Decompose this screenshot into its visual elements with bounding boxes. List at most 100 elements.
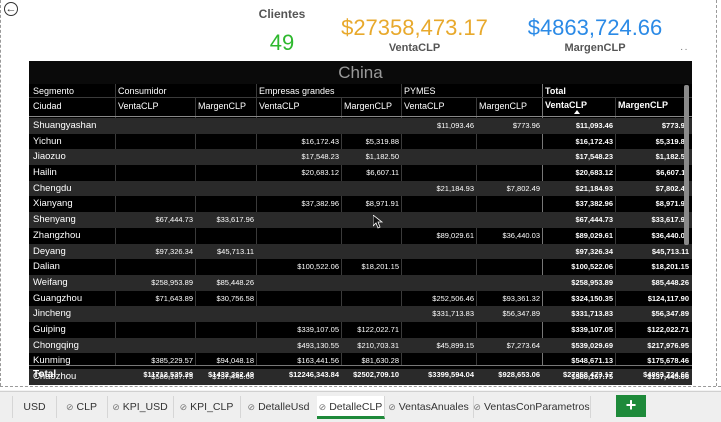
table-row[interactable]: Guiping $339,107.05 $122,022.71 $339,107.05… bbox=[29, 322, 692, 338]
table-cell: $8,971.91 bbox=[655, 199, 689, 209]
table-cell: $17,548.23 bbox=[575, 152, 613, 162]
tab-usd[interactable]: USD bbox=[13, 396, 57, 418]
header-consumidor[interactable]: Consumidor bbox=[118, 86, 167, 96]
header-consumidor-margen[interactable]: MargenCLP bbox=[198, 101, 247, 111]
clientes-value: 49 bbox=[269, 30, 295, 55]
grid-line bbox=[195, 98, 196, 365]
table-cell: $16,172.43 bbox=[575, 136, 613, 146]
total-cell: $2502,709.10 bbox=[353, 370, 399, 379]
table-cell: $20,683.12 bbox=[575, 168, 613, 178]
row-city-label: Guiping bbox=[33, 323, 66, 335]
matrix-table[interactable]: China Segmento Consumidor Empresas grand… bbox=[29, 61, 692, 385]
table-cell: $6,607.11 bbox=[656, 168, 689, 178]
header-empresas-venta[interactable]: VentaCLP bbox=[259, 101, 300, 111]
row-city-label: Chengdu bbox=[33, 182, 72, 194]
tab-kpi_clp[interactable]: ⊘ KPI_CLP bbox=[173, 396, 241, 418]
sort-descending-icon[interactable] bbox=[574, 110, 580, 114]
header-total-margen[interactable]: MargenCLP bbox=[618, 100, 669, 110]
table-cell: $122,022.71 bbox=[647, 324, 689, 334]
table-cell: $252,506.46 bbox=[432, 293, 474, 303]
table-cell: $45,713.11 bbox=[651, 246, 689, 256]
table-row[interactable]: Hailin $20,683.12 $6,607.11 $20,683.12 $6,60… bbox=[29, 165, 692, 181]
table-cell: $773.96 bbox=[661, 121, 689, 130]
grid-line bbox=[476, 98, 477, 365]
add-page-button[interactable]: + bbox=[616, 395, 646, 417]
header-segmento: Segmento bbox=[33, 86, 75, 96]
table-row[interactable]: Jincheng $331,713.83 $56,347.89 $331,713.83… bbox=[29, 306, 692, 322]
table-cell: $331,713.83 bbox=[432, 309, 474, 319]
header-pymes[interactable]: PYMES bbox=[404, 86, 436, 96]
header-empresas-margen[interactable]: MargenCLP bbox=[344, 101, 393, 111]
table-cell: $81,630.28 bbox=[361, 356, 399, 366]
table-cell: $580,167.75 bbox=[151, 372, 193, 381]
header-ciudad[interactable]: Ciudad bbox=[33, 101, 62, 111]
header-total[interactable]: Total bbox=[545, 86, 566, 96]
tab-detalleusd[interactable]: ⊘ DetalleUsd bbox=[240, 396, 318, 418]
table-cell: $30,756.58 bbox=[216, 293, 254, 303]
table-row[interactable]: Chaozhou $580,167.75 $137,445.66 $580,167.7… bbox=[29, 369, 692, 385]
table-row[interactable]: Kunming $385,229.57 $94,048.18 $163,441.56 $… bbox=[29, 353, 692, 369]
table-cell: $773.96 bbox=[512, 121, 540, 130]
row-city-label: Shuangyashan bbox=[33, 120, 97, 131]
header-pymes-venta[interactable]: VentaCLP bbox=[404, 101, 445, 111]
margen-clp-value: $4863,724.66 bbox=[527, 15, 663, 40]
table-row[interactable]: Zhangzhou $89,029.61 $36,440.03 $89,029.61 $… bbox=[29, 228, 692, 244]
total-cell: $928,653.06 bbox=[498, 370, 540, 379]
table-cell: $56,347.89 bbox=[651, 309, 689, 319]
table-cell: $16,172.43 bbox=[301, 136, 339, 146]
visual-options-icon[interactable]: ·· bbox=[680, 44, 689, 55]
row-city-label: Shenyang bbox=[33, 214, 76, 226]
table-cell: $36,440.03 bbox=[651, 230, 689, 240]
canvas-border-left bbox=[0, 0, 1, 386]
table-row[interactable]: Weifang $258,953.89 $85,448.26 $258,953.89 $… bbox=[29, 274, 692, 291]
matrix-scrollbar[interactable] bbox=[684, 85, 689, 245]
hidden-eye-icon: ⊘ bbox=[112, 402, 120, 412]
table-row[interactable]: Deyang $97,326.34 $45,713.11 $97,326.34 $45,… bbox=[29, 243, 692, 260]
table-cell: $580,167.75 bbox=[571, 372, 613, 381]
table-row[interactable]: Xianyang $37,382.96 $8,971.91 $37,382.96 $8,… bbox=[29, 196, 692, 212]
canvas-border-bottom bbox=[0, 386, 721, 387]
row-city-label: Xianyang bbox=[33, 198, 73, 210]
margen-clp-label: MargenCLP bbox=[564, 42, 626, 54]
table-cell: $85,448.26 bbox=[216, 277, 254, 287]
tab-label: DetalleUsd bbox=[258, 401, 310, 413]
table-row[interactable]: Yichun $16,172.43 $5,319.88 $16,172.43 $5,31… bbox=[29, 134, 692, 150]
tab-clp[interactable]: ⊘ CLP bbox=[56, 396, 108, 418]
table-cell: $94,048.18 bbox=[216, 356, 254, 366]
table-row[interactable]: Chengdu $21,184.93 $7,802.49 $21,184.93 $7,8… bbox=[29, 180, 692, 197]
header-total-venta[interactable]: VentaCLP bbox=[545, 100, 588, 110]
row-city-label: Weifang bbox=[33, 276, 68, 288]
header-pymes-margen[interactable]: MargenCLP bbox=[479, 101, 528, 111]
table-cell: $71,643.89 bbox=[155, 293, 193, 303]
table-row[interactable]: Chongqing $493,130.55 $210,703.31 $45,899.1… bbox=[29, 337, 692, 354]
table-cell: $100,522.06 bbox=[571, 262, 613, 272]
table-cell: $45,713.11 bbox=[217, 246, 254, 256]
table-cell: $331,713.83 bbox=[571, 309, 613, 319]
venta-clp-label: VentaCLP bbox=[388, 42, 441, 54]
tab-detalleclp[interactable]: ⊘ DetalleCLP bbox=[317, 396, 385, 419]
table-cell: $36,440.03 bbox=[502, 230, 540, 240]
table-row[interactable]: Shuangyashan $11,093.46 $773.96 $11,093.46 $… bbox=[29, 118, 692, 134]
tab-kpi_usd[interactable]: ⊘ KPI_USD bbox=[107, 396, 174, 418]
table-row[interactable]: Shenyang $67,444.73 $33,617.96 $67,444.73 $3… bbox=[29, 212, 692, 228]
table-cell: $89,029.61 bbox=[575, 230, 613, 240]
tab-label: CLP bbox=[76, 401, 97, 413]
matrix-rows: Shuangyashan $11,093.46 $773.96 $11,093.46 $… bbox=[29, 118, 692, 385]
table-row[interactable]: Jiaozuo $17,548.23 $1,182.50 $17,548.23 $1,1… bbox=[29, 149, 692, 166]
header-consumidor-venta[interactable]: VentaCLP bbox=[118, 101, 159, 111]
tab-ventasconparametros[interactable]: ⊘ VentasConParametros bbox=[473, 396, 591, 418]
table-cell: $339,107.05 bbox=[297, 324, 339, 334]
table-cell: $124,117.90 bbox=[647, 293, 689, 303]
row-city-label: Chongqing bbox=[33, 339, 79, 351]
row-city-label: Chaozhou bbox=[33, 371, 77, 382]
table-cell: $163,441.56 bbox=[297, 356, 339, 366]
table-row[interactable]: Guangzhou $71,643.89 $30,756.58 $252,506.46… bbox=[29, 291, 692, 307]
table-cell: $385,229.57 bbox=[151, 356, 193, 366]
header-empresas-grandes[interactable]: Empresas grandes bbox=[259, 86, 335, 96]
back-arrow-icon[interactable]: ← bbox=[4, 2, 18, 16]
table-cell: $122,022.71 bbox=[357, 324, 399, 334]
tab-ventasanuales[interactable]: ⊘ VentasAnuales bbox=[384, 396, 474, 418]
total-cell: $3399,594.04 bbox=[428, 370, 474, 379]
table-row[interactable]: Dalian $100,522.06 $18,201.15 $100,522.06 $1… bbox=[29, 259, 692, 275]
venta-clp-value: $27358,473.17 bbox=[341, 15, 488, 40]
